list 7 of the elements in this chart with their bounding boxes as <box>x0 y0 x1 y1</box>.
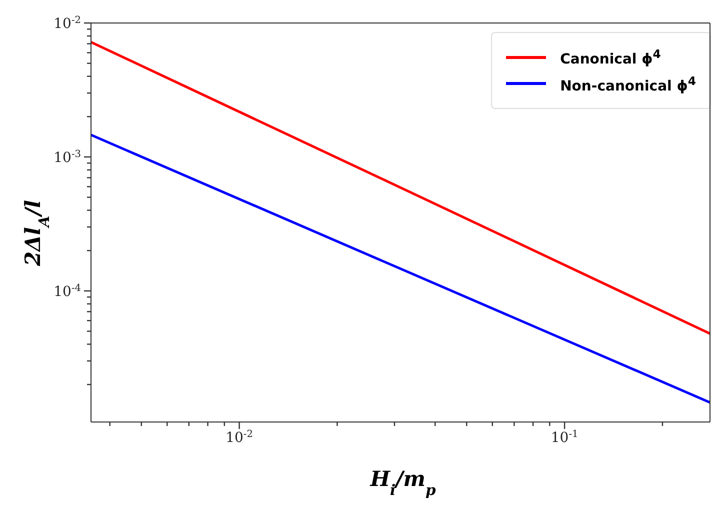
y-tick-label: 10$^{-3}$ <box>54 148 81 166</box>
legend-label: Non-canonical ϕ$^{4}$ <box>560 74 696 94</box>
x-axis-title: H$_{i}$/m$_{p}$ <box>369 466 437 498</box>
y-tick-label: 10$^{-4}$ <box>54 282 81 300</box>
x-tick-label: 10$^{-1}$ <box>550 428 578 446</box>
y-tick-label: 10$^{-2}$ <box>54 14 81 32</box>
legend-label: Canonical ϕ$^{4}$ <box>560 47 661 68</box>
